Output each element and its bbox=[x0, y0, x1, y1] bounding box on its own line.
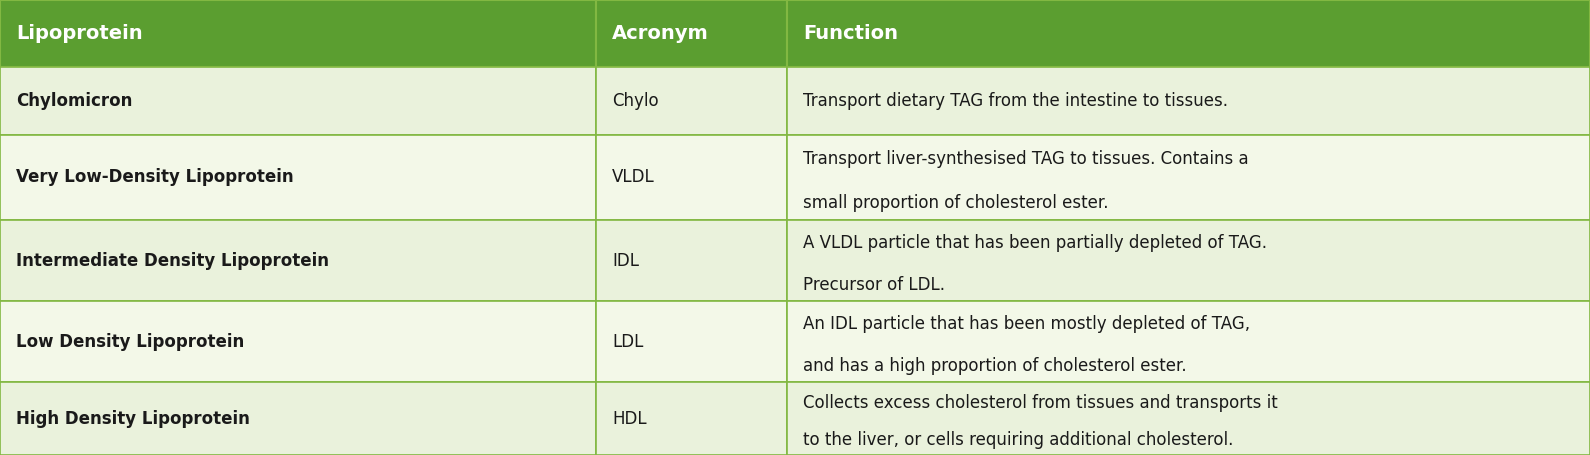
Text: VLDL: VLDL bbox=[612, 168, 655, 187]
Text: Intermediate Density Lipoprotein: Intermediate Density Lipoprotein bbox=[16, 252, 329, 270]
Text: small proportion of cholesterol ester.: small proportion of cholesterol ester. bbox=[803, 194, 1108, 212]
Bar bbox=[0, 135, 596, 220]
Text: Transport dietary TAG from the intestine to tissues.: Transport dietary TAG from the intestine… bbox=[803, 92, 1227, 110]
Bar bbox=[596, 135, 787, 220]
Text: Function: Function bbox=[803, 24, 898, 43]
Text: Chylo: Chylo bbox=[612, 92, 658, 110]
Text: Chylomicron: Chylomicron bbox=[16, 92, 132, 110]
Bar bbox=[0, 67, 596, 135]
Bar bbox=[787, 135, 1590, 220]
Bar bbox=[0, 301, 596, 382]
Bar bbox=[787, 0, 1590, 67]
Text: LDL: LDL bbox=[612, 333, 644, 351]
Text: Precursor of LDL.: Precursor of LDL. bbox=[803, 276, 944, 294]
Text: HDL: HDL bbox=[612, 410, 647, 428]
Text: Collects excess cholesterol from tissues and transports it: Collects excess cholesterol from tissues… bbox=[803, 394, 1278, 412]
Text: High Density Lipoprotein: High Density Lipoprotein bbox=[16, 410, 250, 428]
Bar bbox=[787, 67, 1590, 135]
Text: IDL: IDL bbox=[612, 252, 639, 270]
Text: Acronym: Acronym bbox=[612, 24, 709, 43]
Bar bbox=[787, 301, 1590, 382]
Text: and has a high proportion of cholesterol ester.: and has a high proportion of cholesterol… bbox=[803, 357, 1186, 375]
Bar bbox=[0, 382, 596, 455]
Bar bbox=[0, 220, 596, 301]
Text: to the liver, or cells requiring additional cholesterol.: to the liver, or cells requiring additio… bbox=[803, 431, 1234, 450]
Bar bbox=[596, 220, 787, 301]
Text: Lipoprotein: Lipoprotein bbox=[16, 24, 143, 43]
Bar bbox=[787, 220, 1590, 301]
Text: Very Low-Density Lipoprotein: Very Low-Density Lipoprotein bbox=[16, 168, 294, 187]
Bar bbox=[596, 301, 787, 382]
Bar bbox=[596, 0, 787, 67]
Text: Low Density Lipoprotein: Low Density Lipoprotein bbox=[16, 333, 245, 351]
Bar bbox=[0, 0, 596, 67]
Bar bbox=[787, 382, 1590, 455]
Bar bbox=[596, 67, 787, 135]
Bar bbox=[596, 382, 787, 455]
Text: Transport liver-synthesised TAG to tissues. Contains a: Transport liver-synthesised TAG to tissu… bbox=[803, 150, 1248, 167]
Text: An IDL particle that has been mostly depleted of TAG,: An IDL particle that has been mostly dep… bbox=[803, 315, 1250, 333]
Text: A VLDL particle that has been partially depleted of TAG.: A VLDL particle that has been partially … bbox=[803, 234, 1267, 252]
